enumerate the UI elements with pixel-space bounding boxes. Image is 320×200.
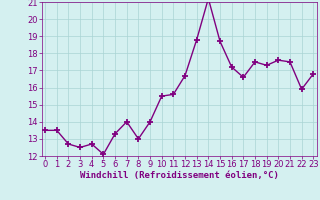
X-axis label: Windchill (Refroidissement éolien,°C): Windchill (Refroidissement éolien,°C) xyxy=(80,171,279,180)
